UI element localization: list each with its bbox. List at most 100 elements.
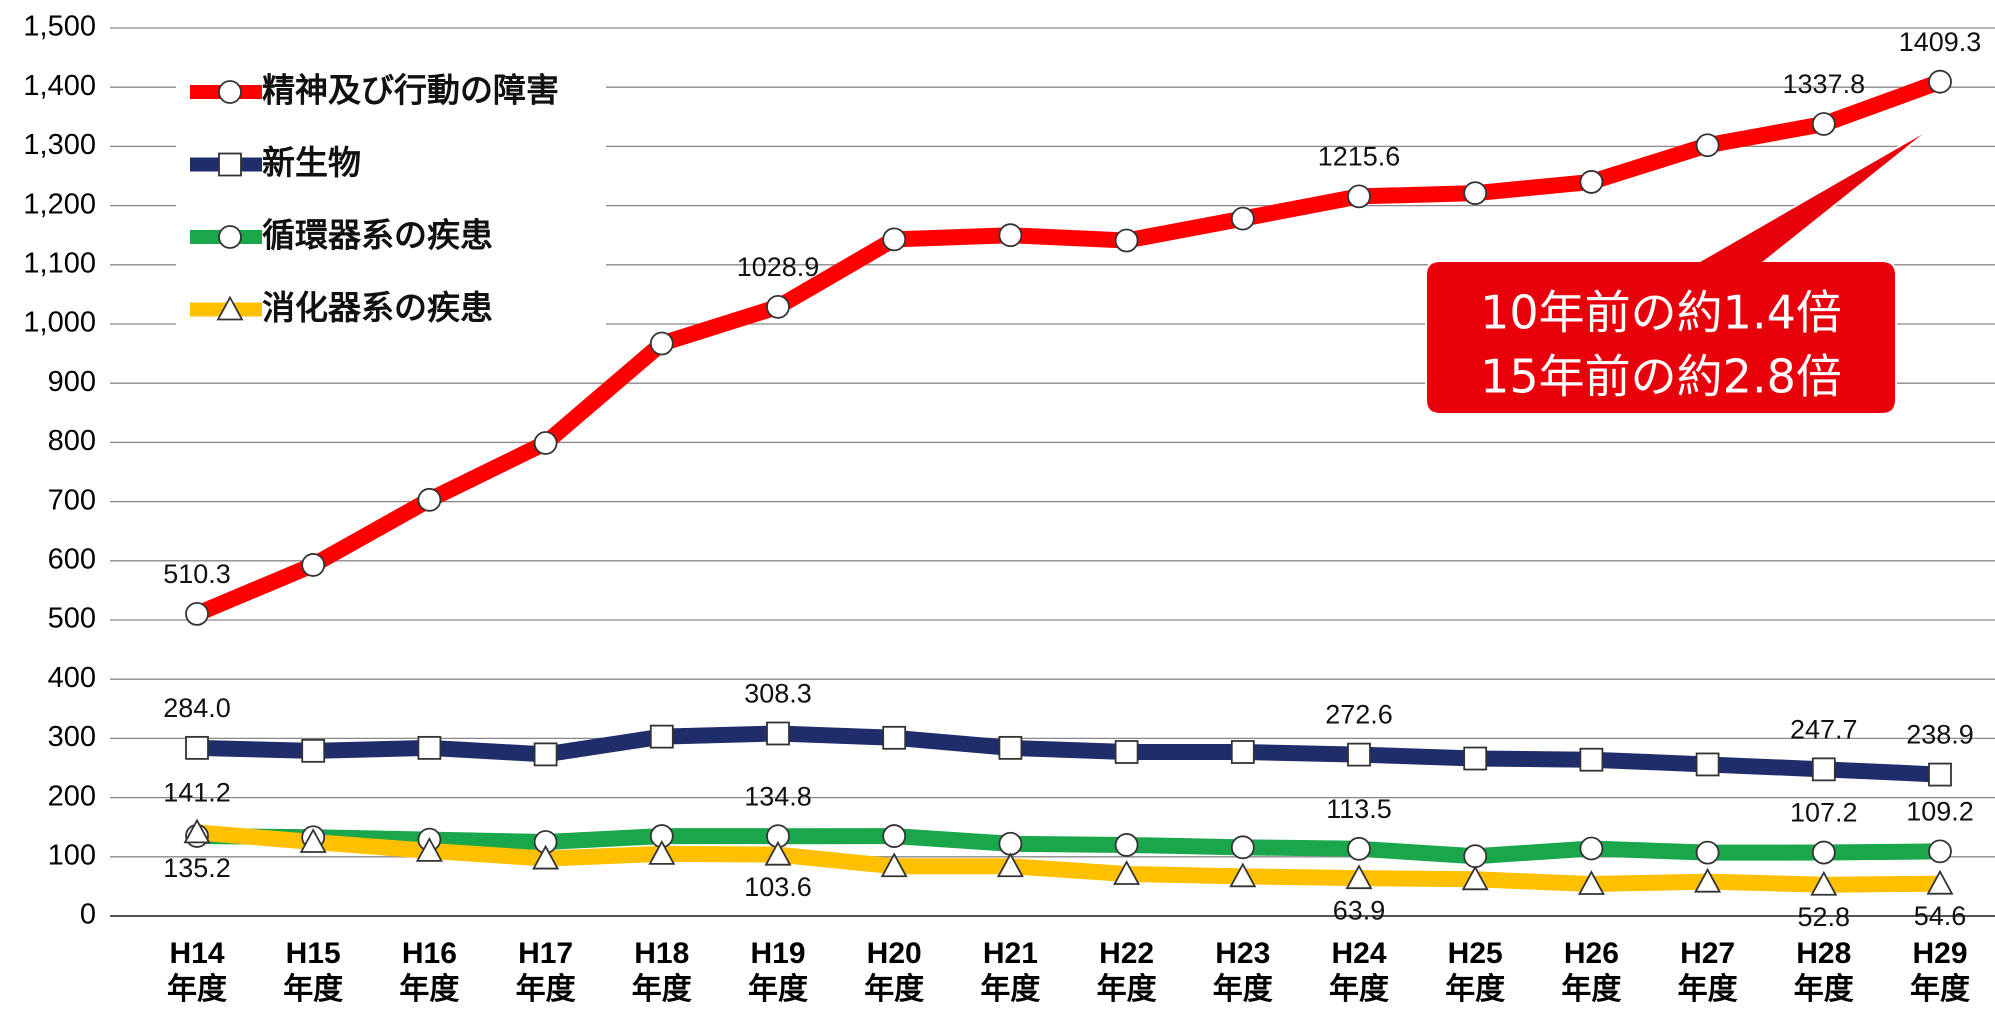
marker xyxy=(882,227,907,252)
marker xyxy=(1463,181,1488,206)
x-tick-label: H24 年度 xyxy=(1329,937,1389,1006)
marker xyxy=(649,724,674,749)
x-tick-label: H25 年度 xyxy=(1445,937,1506,1006)
marker xyxy=(882,725,907,750)
marker xyxy=(1113,860,1141,885)
data-label: 103.6 xyxy=(744,872,812,902)
data-label: 308.3 xyxy=(744,679,812,709)
marker xyxy=(1577,870,1605,895)
marker xyxy=(766,721,790,746)
x-tick-label: H29 年度 xyxy=(1910,937,1970,1006)
x-tick-label: H19 年度 xyxy=(748,937,808,1006)
legend-label: 循環器系の疾患 xyxy=(262,216,493,255)
x-tick-label: H16 年度 xyxy=(399,937,460,1006)
callout: 10年前の約1.4倍 15年前の約2.8倍 xyxy=(1425,126,1934,415)
data-label: 141.2 xyxy=(163,778,231,808)
x-tick-label: H20 年度 xyxy=(864,937,925,1006)
marker xyxy=(216,295,244,321)
marker xyxy=(533,431,558,455)
data-label: 510.3 xyxy=(163,559,231,589)
marker xyxy=(185,602,209,626)
data-label: 272.6 xyxy=(1325,700,1393,730)
marker xyxy=(218,152,242,177)
marker xyxy=(185,735,209,760)
marker xyxy=(1114,833,1139,857)
data-label: 238.9 xyxy=(1906,720,1974,750)
marker xyxy=(1579,836,1604,861)
x-tick-label: H28 年度 xyxy=(1793,937,1854,1006)
y-tick-label: 500 xyxy=(48,603,96,635)
legend-box xyxy=(176,50,606,345)
data-label: 247.7 xyxy=(1790,714,1858,744)
marker xyxy=(301,738,326,763)
y-tick-label: 900 xyxy=(48,366,96,398)
marker xyxy=(1579,170,1604,194)
marker xyxy=(532,844,560,870)
y-tick-label: 200 xyxy=(48,780,96,812)
marker xyxy=(218,80,242,104)
legend-label: 精神及び行動の障害 xyxy=(262,71,559,110)
marker xyxy=(1347,836,1371,861)
data-label: 1215.6 xyxy=(1318,141,1401,171)
y-tick-label: 400 xyxy=(48,662,96,694)
marker xyxy=(1811,112,1836,136)
marker xyxy=(1347,742,1371,767)
marker xyxy=(1230,206,1255,231)
callout-text: 15年前の約2.8倍 xyxy=(1480,350,1842,404)
marker xyxy=(1114,228,1139,253)
y-tick-label: 1,100 xyxy=(23,247,96,279)
legend-label: 新生物 xyxy=(262,143,361,182)
series-line xyxy=(196,824,1941,893)
marker xyxy=(1229,862,1257,888)
x-tick-label: H17 年度 xyxy=(515,937,576,1006)
marker xyxy=(880,852,908,878)
callout-shape xyxy=(1425,126,1934,415)
marker xyxy=(183,818,211,844)
data-label: 113.5 xyxy=(1326,794,1392,824)
x-tick-label: H14 年度 xyxy=(167,937,227,1006)
marker xyxy=(218,225,242,249)
x-tick-label: H18 年度 xyxy=(631,937,692,1006)
marker xyxy=(1114,740,1139,764)
y-tick-label: 800 xyxy=(48,425,96,457)
y-tick-label: 1,200 xyxy=(23,188,96,220)
data-label: 63.9 xyxy=(1333,895,1386,925)
data-label: 134.8 xyxy=(744,781,812,811)
marker xyxy=(1463,844,1488,869)
y-tick-label: 1,000 xyxy=(23,307,96,339)
x-tick-label: H26 年度 xyxy=(1561,937,1622,1006)
data-label: 135.2 xyxy=(163,853,231,883)
y-tick-label: 0 xyxy=(80,899,96,931)
y-tick-label: 1,300 xyxy=(23,129,96,161)
marker xyxy=(1230,740,1255,764)
marker xyxy=(1463,746,1488,771)
x-tick-label: H15 年度 xyxy=(283,937,344,1006)
marker xyxy=(998,831,1023,856)
marker xyxy=(1811,757,1836,782)
marker xyxy=(764,840,792,866)
marker xyxy=(1811,840,1836,865)
marker xyxy=(1230,835,1255,860)
marker xyxy=(766,294,790,319)
marker xyxy=(415,837,443,862)
data-label: 107.2 xyxy=(1790,798,1858,828)
y-tick-label: 600 xyxy=(48,543,96,575)
marker xyxy=(1695,752,1720,777)
marker xyxy=(649,331,674,356)
marker xyxy=(648,839,676,865)
marker xyxy=(417,735,442,760)
marker xyxy=(1810,870,1838,896)
marker xyxy=(1928,762,1952,787)
data-label: 54.6 xyxy=(1914,901,1967,931)
marker xyxy=(998,735,1023,760)
marker xyxy=(417,487,442,512)
callout-text: 10年前の約1.4倍 xyxy=(1480,286,1842,340)
marker xyxy=(1695,133,1720,158)
marker xyxy=(1928,839,1952,864)
marker xyxy=(1579,747,1604,772)
x-tick-label: H27 年度 xyxy=(1677,937,1738,1006)
y-tick-label: 1,500 xyxy=(23,11,96,43)
